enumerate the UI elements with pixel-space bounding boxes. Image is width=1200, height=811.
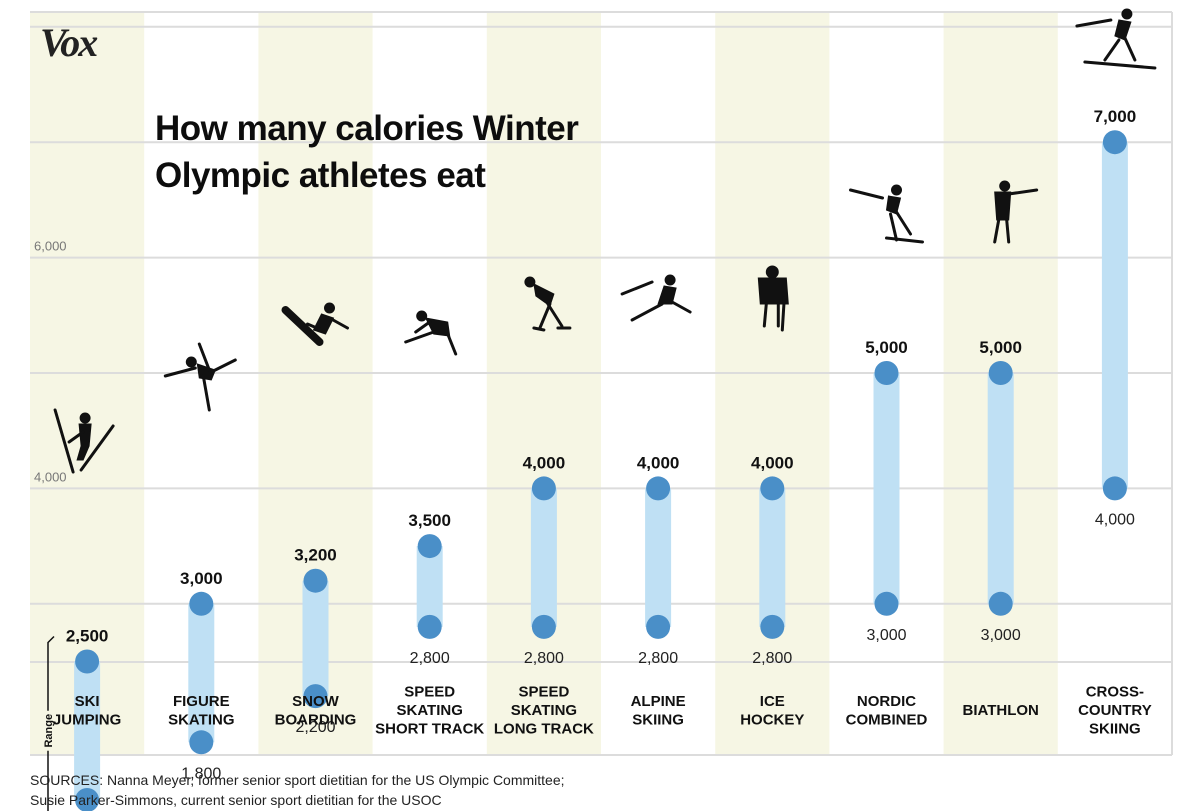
ski-jumper-icon bbox=[53, 408, 115, 474]
max-value-label: 4,000 bbox=[751, 453, 794, 472]
gridlines bbox=[30, 11, 1173, 756]
min-value-label: 1,800 bbox=[181, 765, 221, 782]
max-dot bbox=[1102, 130, 1127, 155]
range-key-label: Range bbox=[43, 714, 55, 748]
max-dot bbox=[189, 591, 214, 616]
category-label: COMBINED bbox=[846, 711, 928, 728]
category-label: HOCKEY bbox=[740, 711, 804, 728]
cross-country-skier-icon bbox=[1075, 8, 1157, 70]
max-value-label: 7,000 bbox=[1094, 107, 1137, 126]
category-label: SKATING bbox=[511, 702, 577, 719]
hockey-player-icon bbox=[757, 265, 789, 332]
y-tick-label: 6,000 bbox=[34, 239, 67, 254]
min-value-label: 2,800 bbox=[410, 650, 450, 667]
min-value-label: 2,800 bbox=[638, 650, 678, 667]
category-label: SKIING bbox=[632, 711, 684, 728]
max-value-label: 4,000 bbox=[637, 453, 680, 472]
category-label: SKI bbox=[75, 693, 100, 710]
min-value-label: 2,800 bbox=[524, 650, 564, 667]
max-dot bbox=[531, 476, 556, 501]
max-dot bbox=[760, 476, 785, 501]
category-label: COUNTRY bbox=[1078, 702, 1152, 719]
max-value-label: 5,000 bbox=[979, 338, 1022, 357]
category-label: JUMPING bbox=[53, 711, 121, 728]
min-dot bbox=[417, 614, 442, 639]
chart-title-line: How many calories Winter bbox=[155, 109, 579, 148]
min-dot bbox=[874, 591, 899, 616]
column-band bbox=[30, 12, 145, 755]
category-label: LONG TRACK bbox=[494, 721, 594, 738]
max-value-label: 4,000 bbox=[523, 453, 566, 472]
snowboarder-icon bbox=[281, 302, 349, 346]
category-label: SHORT TRACK bbox=[375, 721, 484, 738]
max-dot bbox=[75, 649, 100, 674]
category-label: FIGURE bbox=[173, 693, 230, 710]
max-value-label: 3,200 bbox=[294, 546, 337, 565]
category-label: SPEED bbox=[404, 684, 455, 701]
range-bars: 2,5001,3003,0001,8003,2002,2003,5002,800… bbox=[66, 107, 1136, 811]
category-label: ALPINE bbox=[631, 693, 686, 710]
max-dot bbox=[874, 361, 899, 385]
min-dot bbox=[75, 787, 100, 811]
short-track-skater-icon bbox=[404, 310, 458, 356]
category-label: CROSS- bbox=[1086, 684, 1144, 701]
category-label: BIATHLON bbox=[963, 702, 1039, 719]
max-dot bbox=[988, 361, 1013, 385]
sources-line-2: Susie Parker-Simmons, current senior spo… bbox=[30, 792, 442, 808]
category-label: SKATING bbox=[397, 702, 463, 719]
min-value-label: 3,000 bbox=[981, 627, 1021, 644]
min-value-label: 3,000 bbox=[866, 627, 906, 644]
category-label: BOARDING bbox=[275, 711, 357, 728]
min-value-label: 4,000 bbox=[1095, 511, 1135, 528]
nordic-skier-icon bbox=[849, 184, 924, 244]
min-dot bbox=[189, 730, 214, 755]
long-track-skater-icon bbox=[524, 276, 572, 332]
max-value-label: 2,500 bbox=[66, 627, 109, 646]
max-dot bbox=[417, 534, 442, 559]
vox-logo: Vox bbox=[40, 20, 98, 65]
biathlete-icon bbox=[993, 180, 1039, 244]
max-dot bbox=[646, 476, 671, 501]
category-label: NORDIC bbox=[857, 693, 916, 710]
min-value-label: 2,800 bbox=[752, 650, 792, 667]
min-value-label: 2,200 bbox=[295, 719, 335, 736]
min-dot bbox=[303, 684, 328, 709]
max-value-label: 3,000 bbox=[180, 569, 223, 588]
category-labels: SKIJUMPINGFIGURESKATINGSNOWBOARDINGSPEED… bbox=[53, 684, 1152, 738]
range-label-bg bbox=[40, 710, 56, 751]
category-label: SKIING bbox=[1089, 721, 1141, 738]
min-dot bbox=[531, 614, 556, 639]
y-axis-ticks: 4,000 6,000 bbox=[34, 239, 67, 485]
min-dot bbox=[646, 614, 671, 639]
max-value-label: 5,000 bbox=[865, 338, 908, 357]
athlete-icons bbox=[53, 8, 1157, 474]
y-tick-label: 4,000 bbox=[34, 469, 67, 484]
max-value-label: 3,500 bbox=[408, 511, 451, 530]
category-label: ICE bbox=[760, 693, 785, 710]
min-dot bbox=[760, 614, 785, 639]
category-label: SKATING bbox=[168, 711, 234, 728]
chart-title-line: Olympic athletes eat bbox=[155, 156, 486, 195]
alpine-skier-icon bbox=[620, 274, 692, 322]
sources-note: SOURCES: Nanna Meyer, former senior spor… bbox=[30, 770, 1030, 810]
category-label: SNOW bbox=[292, 693, 340, 710]
max-dot bbox=[303, 568, 328, 593]
min-dot bbox=[1102, 476, 1127, 501]
figure-skater-icon bbox=[163, 342, 237, 412]
category-label: SPEED bbox=[518, 684, 569, 701]
chart-title: How many calories Winter Olympic athletes… bbox=[155, 109, 580, 195]
column-band bbox=[715, 12, 830, 755]
range-key: Range bbox=[40, 635, 56, 811]
sources-line-1: SOURCES: Nanna Meyer, former senior spor… bbox=[30, 772, 565, 788]
min-dot bbox=[988, 591, 1013, 616]
